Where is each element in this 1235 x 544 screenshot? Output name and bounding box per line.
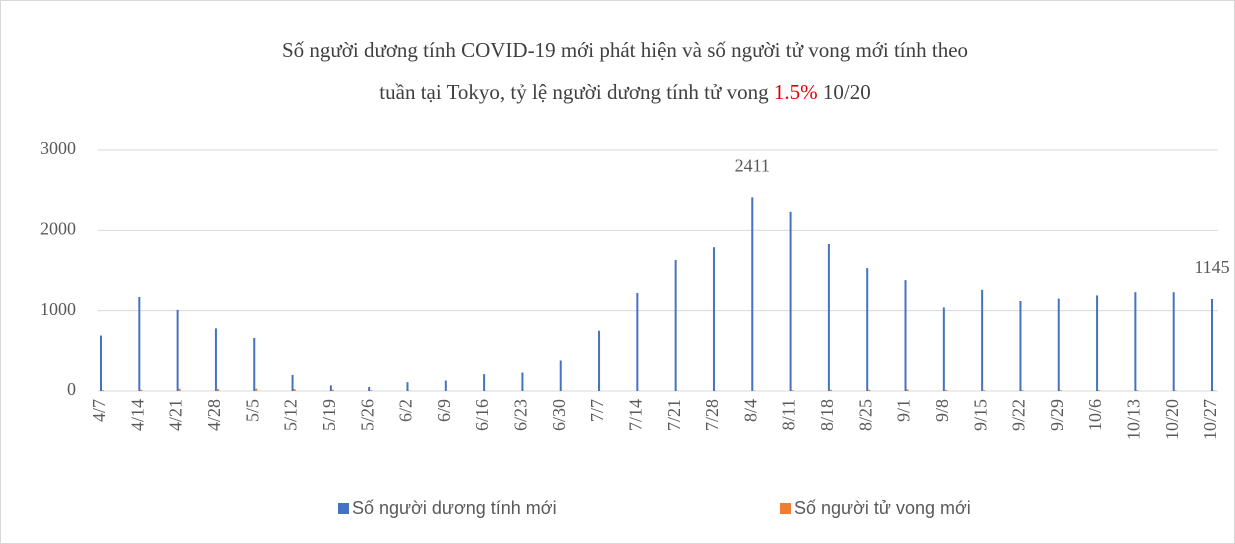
bar [100,335,102,391]
x-tick-label: 8/4 [740,399,760,422]
bar [1021,390,1024,391]
bar [138,297,141,391]
x-tick-label: 8/18 [817,399,837,431]
bar [674,260,677,391]
annotation: 1.5% [774,80,818,104]
legend-swatch [780,503,791,514]
bar [293,388,296,391]
bar [1136,390,1139,391]
bar [1019,301,1022,391]
bar [942,307,945,391]
x-tick-label: 10/27 [1200,399,1220,440]
legend-label: Số người tử vong mới [794,498,971,518]
x-tick-label: 6/30 [549,399,569,431]
legend-swatch [338,503,349,514]
x-tick-label: 4/21 [166,399,186,431]
bar [214,328,217,391]
bar [791,390,794,391]
bar [178,388,181,391]
y-tick-label: 2000 [40,218,76,238]
x-tick-label: 9/15 [970,399,990,431]
bar [444,380,447,391]
bar [1059,390,1062,391]
bar [255,388,258,391]
x-tick-label: 9/1 [894,399,914,422]
bar [253,337,256,391]
y-tick-label: 0 [67,379,76,399]
bar [329,385,332,391]
bar [559,360,562,391]
y-tick-label: 3000 [40,138,76,158]
data-label: 1145 [1194,257,1229,277]
x-tick-label: 10/13 [1124,399,1144,440]
bar [521,372,524,391]
x-tick-label: 10/20 [1162,399,1182,440]
bar [981,289,984,391]
bar [1134,292,1137,391]
bar [868,389,871,391]
x-tick-label: 5/5 [242,399,262,422]
chart-title: Số người dương tính COVID-19 mới phát hi… [282,38,968,62]
x-tick-label: 10/6 [1085,399,1105,431]
x-tick-label: 7/28 [702,399,722,431]
x-tick-label: 6/23 [511,399,531,431]
data-label: 2411 [735,155,770,175]
bar [406,382,409,391]
bar [1172,292,1175,391]
x-tick-label: 6/2 [396,399,416,422]
bar [1057,298,1060,391]
x-tick-label: 7/21 [664,399,684,431]
bar [866,268,869,391]
bar [598,330,601,391]
x-tick-label: 5/26 [357,399,377,431]
bar [102,390,104,391]
x-tick-label: 9/8 [932,399,952,422]
annotation: 10/20 [823,80,871,104]
chart-title-part: tuần tại Tokyo, tỷ lệ người dương tính t… [379,80,769,104]
x-tick-label: 5/12 [281,399,301,431]
x-tick-label: 9/29 [1047,399,1067,431]
bar [712,247,715,391]
bar [291,374,294,391]
bar [370,390,373,391]
x-tick-label: 6/16 [472,399,492,431]
bar [1096,295,1099,391]
x-tick-label: 7/14 [625,399,645,431]
bar [983,390,986,391]
bar [829,389,832,391]
bar [483,374,486,391]
y-tick-label: 1000 [40,299,76,319]
bar [906,389,909,391]
x-tick-label: 4/28 [204,399,224,431]
bar [176,309,179,391]
bar [1174,390,1177,391]
bar [331,389,334,391]
x-tick-label: 6/9 [434,399,454,422]
bar [1213,390,1215,391]
bar [216,388,219,391]
bar [904,280,907,391]
x-tick-label: 4/7 [89,399,109,422]
bar [751,197,754,391]
x-tick-label: 4/14 [127,399,147,431]
bar [827,243,830,391]
bar [368,386,371,391]
bar [1098,390,1101,391]
x-tick-label: 8/25 [855,399,875,431]
x-tick-label: 8/11 [779,399,799,430]
legend-label: Số người dương tính mới [352,498,557,518]
bar [636,292,639,391]
bar [1211,299,1213,391]
bar [140,389,143,391]
chart-title-line: tuần tại Tokyo, tỷ lệ người dương tính t… [379,80,870,104]
bar [789,211,792,391]
x-tick-label: 9/22 [1009,399,1029,431]
x-tick-label: 7/7 [587,399,607,422]
bar [944,389,947,391]
x-tick-label: 5/19 [319,399,339,431]
